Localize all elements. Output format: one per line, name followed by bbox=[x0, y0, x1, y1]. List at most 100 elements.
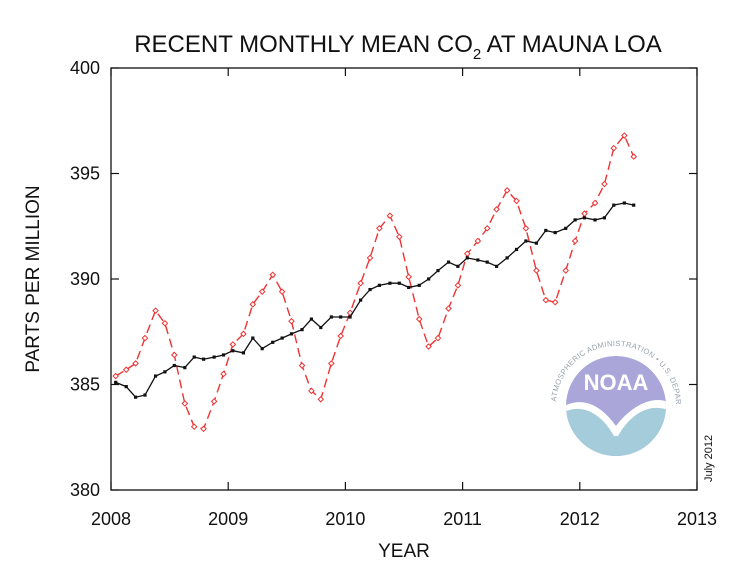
data-point bbox=[571, 237, 579, 245]
data-point bbox=[630, 153, 638, 160]
data-point bbox=[210, 398, 218, 405]
data-point bbox=[483, 225, 491, 232]
data-point bbox=[446, 260, 451, 264]
data-point bbox=[503, 187, 511, 194]
data-point bbox=[269, 271, 277, 279]
data-point bbox=[564, 226, 568, 230]
y-tick-label: 380 bbox=[70, 480, 100, 500]
data-point bbox=[621, 132, 628, 139]
y-tick-label: 400 bbox=[70, 58, 100, 78]
logo-emblem bbox=[566, 356, 666, 456]
data-point bbox=[124, 385, 128, 389]
data-point bbox=[436, 268, 440, 273]
data-point bbox=[366, 254, 374, 262]
data-point bbox=[200, 425, 207, 433]
data-point bbox=[271, 340, 275, 344]
data-point bbox=[319, 325, 323, 330]
data-point bbox=[454, 282, 462, 289]
date-annotation: July 2012 bbox=[703, 435, 715, 482]
tick-labels: 2008 2009 2010 2011 2012 2013 380 385 390 395 400 bbox=[70, 58, 717, 529]
data-point bbox=[201, 357, 206, 361]
data-point bbox=[288, 317, 295, 325]
data-point bbox=[161, 320, 169, 327]
data-point bbox=[476, 258, 480, 262]
data-point bbox=[122, 366, 130, 374]
data-point bbox=[562, 267, 570, 274]
data-point bbox=[524, 239, 528, 243]
logo-wordmark: NOAA bbox=[584, 370, 649, 395]
data-point bbox=[298, 362, 306, 369]
data-point bbox=[544, 228, 548, 233]
data-point bbox=[260, 347, 264, 351]
data-point bbox=[456, 264, 460, 268]
seagull-icon bbox=[566, 400, 666, 436]
data-point bbox=[388, 281, 392, 285]
data-point bbox=[573, 218, 577, 222]
data-point bbox=[190, 423, 198, 431]
data-point bbox=[551, 298, 559, 306]
data-point bbox=[582, 216, 587, 220]
data-point bbox=[553, 230, 557, 235]
data-point bbox=[522, 225, 530, 232]
data-point bbox=[612, 203, 616, 207]
data-point bbox=[513, 197, 520, 205]
data-point bbox=[221, 353, 226, 357]
data-point bbox=[258, 288, 266, 295]
data-point bbox=[337, 332, 345, 340]
data-point bbox=[415, 315, 423, 323]
data-point bbox=[463, 250, 471, 257]
data-point bbox=[593, 218, 597, 222]
data-point bbox=[386, 212, 394, 220]
data-point bbox=[241, 351, 246, 355]
data-point bbox=[376, 225, 383, 232]
data-point bbox=[183, 366, 187, 370]
y-tick-label: 395 bbox=[70, 164, 100, 184]
y-tick-label: 385 bbox=[70, 375, 100, 395]
data-point bbox=[309, 317, 314, 321]
x-tick-label: 2011 bbox=[443, 509, 482, 529]
data-point bbox=[533, 267, 540, 274]
x-tick-label: 2012 bbox=[560, 509, 600, 529]
data-point bbox=[377, 283, 381, 287]
x-tick-label: 2013 bbox=[677, 509, 717, 529]
plot-frame bbox=[110, 67, 698, 491]
data-point bbox=[348, 315, 352, 319]
data-point bbox=[278, 288, 286, 295]
x-tick-label: 2010 bbox=[325, 509, 365, 529]
x-axis-label: YEAR bbox=[378, 541, 430, 562]
data-point bbox=[181, 400, 189, 407]
data-point bbox=[114, 380, 118, 384]
data-point bbox=[534, 241, 539, 245]
data-point bbox=[368, 287, 372, 292]
data-point bbox=[141, 334, 149, 342]
data-point bbox=[359, 298, 363, 302]
data-point bbox=[622, 201, 626, 205]
data-point bbox=[289, 332, 294, 336]
data-point bbox=[602, 216, 607, 220]
data-point bbox=[308, 387, 315, 395]
data-point bbox=[542, 296, 550, 304]
data-point bbox=[328, 360, 335, 367]
data-point bbox=[493, 206, 500, 213]
series-seasonally-corrected bbox=[114, 201, 636, 399]
data-point bbox=[251, 336, 255, 340]
data-point bbox=[474, 237, 482, 245]
x-tick-label: 2008 bbox=[91, 509, 131, 529]
data-point bbox=[445, 305, 452, 312]
series-monthly-mean bbox=[112, 132, 638, 433]
data-point bbox=[601, 180, 608, 188]
data-point bbox=[172, 363, 176, 368]
data-point bbox=[434, 334, 442, 342]
chart-title: RECENT MONTHLY MEAN CO2 AT MAUNA LOA bbox=[134, 31, 662, 63]
data-point bbox=[220, 370, 227, 378]
data-point bbox=[514, 247, 519, 252]
data-point bbox=[339, 315, 343, 319]
data-point bbox=[192, 355, 196, 359]
data-point bbox=[229, 341, 237, 348]
data-point bbox=[153, 374, 158, 378]
data-point bbox=[170, 351, 178, 359]
data-point bbox=[280, 336, 284, 340]
data-point bbox=[300, 328, 304, 332]
data-point bbox=[494, 264, 499, 268]
